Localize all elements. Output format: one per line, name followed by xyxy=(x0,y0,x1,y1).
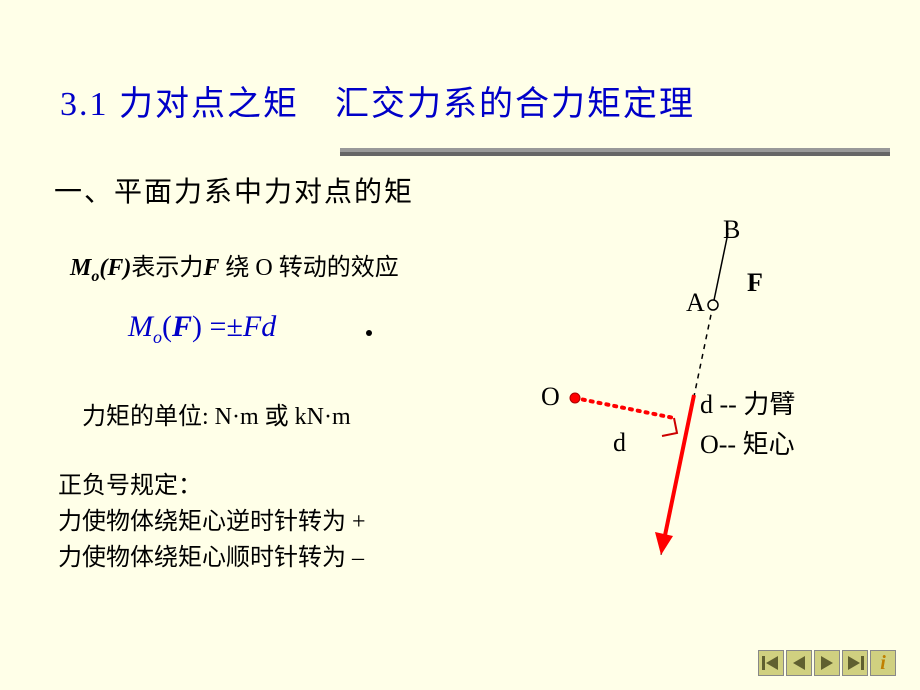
nav-last-button[interactable] xyxy=(842,650,868,676)
nav-next-button[interactable] xyxy=(814,650,840,676)
label-d: d xyxy=(613,428,626,458)
sign-convention: 正负号规定： 力使物体绕矩心逆时针转为 + 力使物体绕矩心顺时针转为 – xyxy=(58,468,366,576)
perpendicular-mark xyxy=(662,418,677,436)
title-underline xyxy=(340,148,890,156)
sign-line-2: 力使物体绕矩心逆时针转为 + xyxy=(58,504,366,540)
label-o: O xyxy=(541,382,560,412)
diagram-legend: d -- 力臂 O-- 矩心 xyxy=(700,385,795,465)
moment-arm-line xyxy=(575,398,674,418)
point-o xyxy=(570,393,580,403)
point-a xyxy=(708,300,718,310)
definition-text: Mo(F)表示力F 绕 O 转动的效应 xyxy=(70,247,399,286)
label-f: F xyxy=(747,268,763,298)
units-text: 力矩的单位: N·m 或 kN·m xyxy=(82,396,351,431)
prev-icon xyxy=(791,656,807,670)
nav-first-button[interactable] xyxy=(758,650,784,676)
nav-info-button[interactable]: i xyxy=(870,650,896,676)
legend-o: O-- 矩心 xyxy=(700,425,795,465)
bullet-dot xyxy=(366,330,372,336)
sign-line-1: 正负号规定： xyxy=(58,468,366,504)
force-arrow-head xyxy=(655,532,673,555)
next-icon xyxy=(819,656,835,670)
nav-button-bar: i xyxy=(758,650,896,676)
label-b: B xyxy=(723,215,740,245)
section-title: 3.1 力对点之矩 汇交力系的合力矩定理 xyxy=(60,76,695,125)
moment-formula: Mo(F) =±Fd xyxy=(128,310,276,348)
nav-prev-button[interactable] xyxy=(786,650,812,676)
last-icon xyxy=(846,656,864,670)
legend-d: d -- 力臂 xyxy=(700,385,795,425)
info-icon: i xyxy=(880,652,886,675)
first-icon xyxy=(762,656,780,670)
subsection-title: 一、平面力系中力对点的矩 xyxy=(54,170,414,210)
label-a: A xyxy=(686,288,705,318)
sign-line-3: 力使物体绕矩心顺时针转为 – xyxy=(58,540,366,576)
